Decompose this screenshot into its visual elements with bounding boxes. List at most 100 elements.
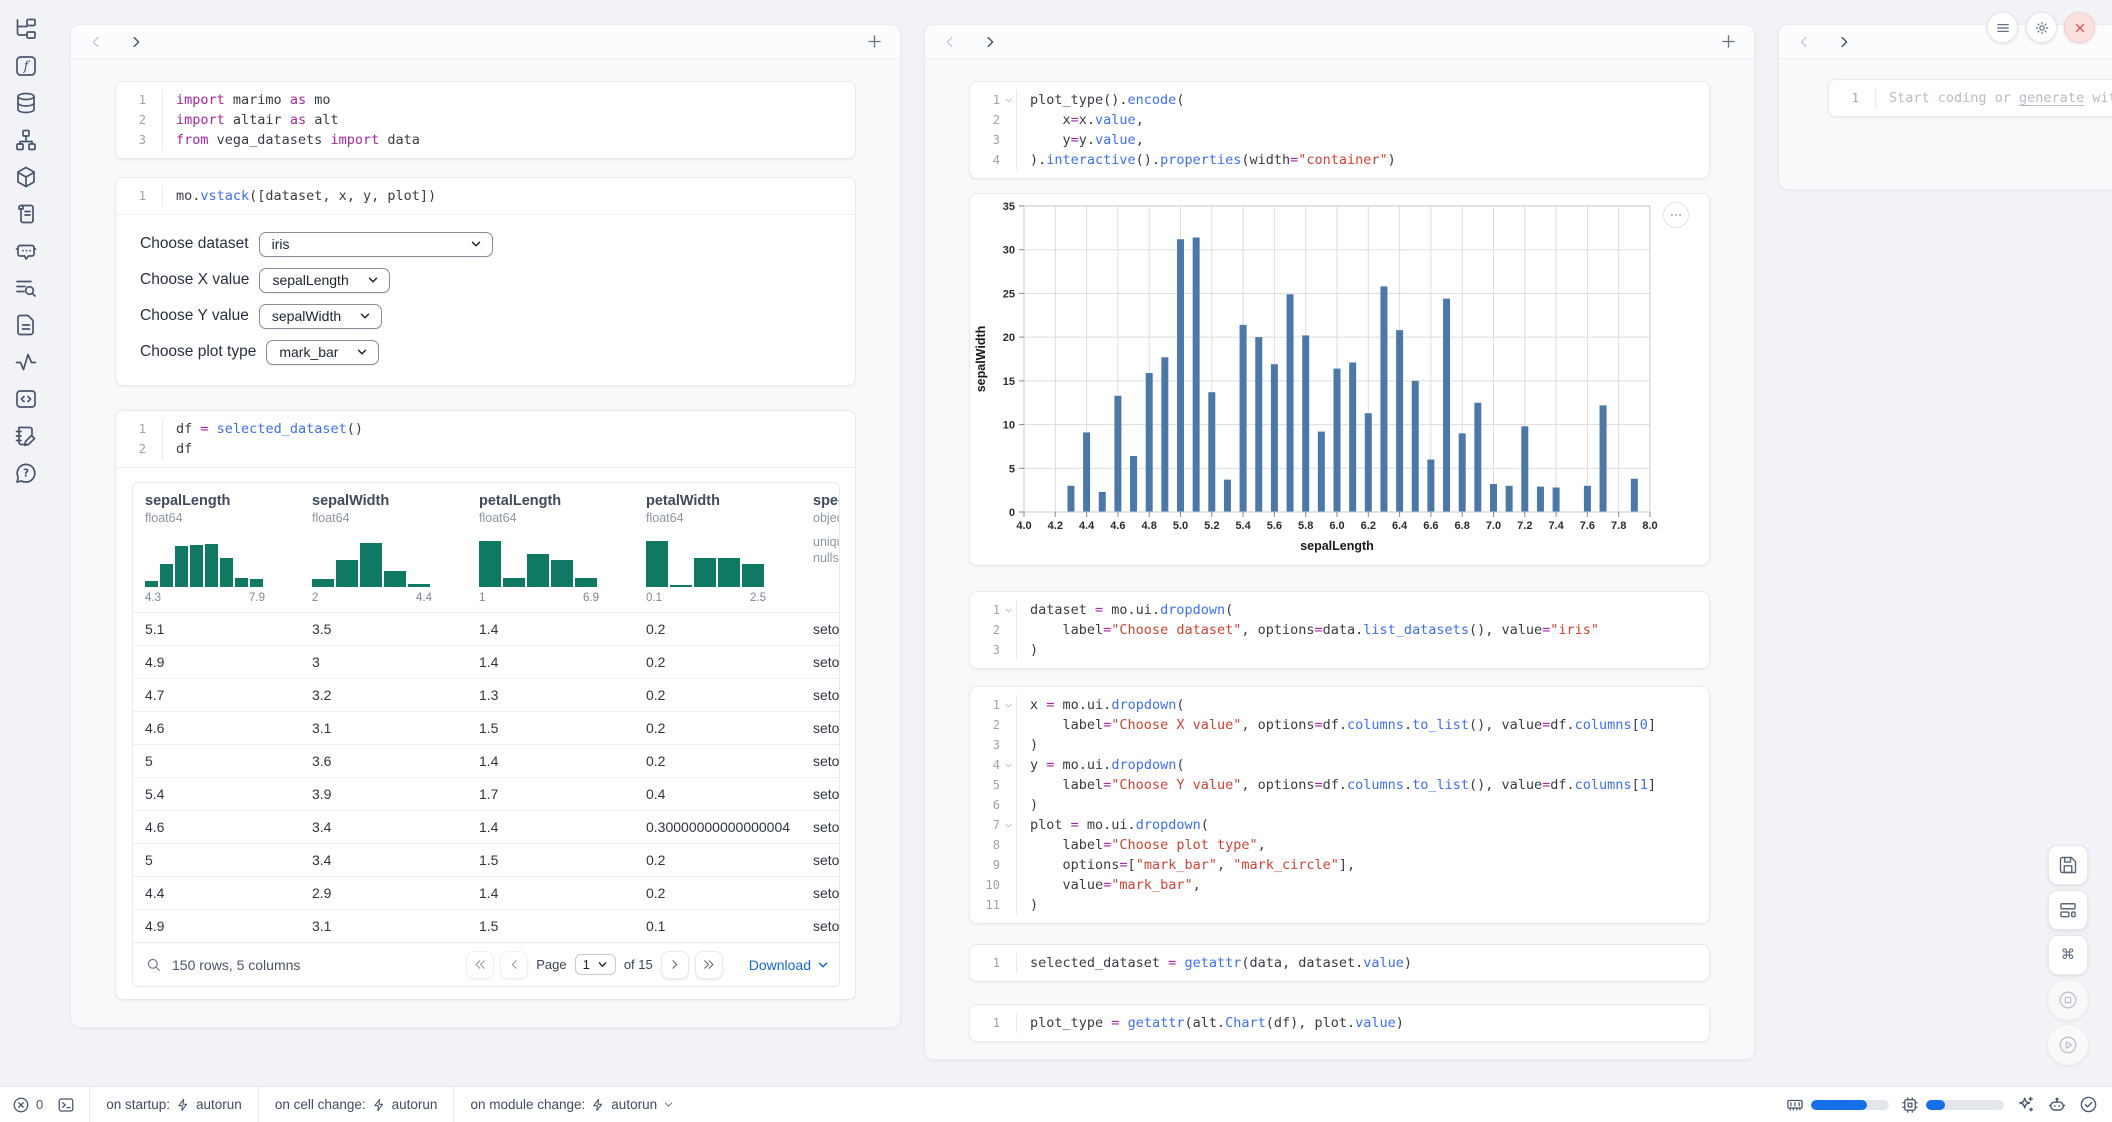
function-icon[interactable]: f <box>14 54 38 78</box>
notebook-menu-button[interactable] <box>1987 12 2018 43</box>
empty-code-editor[interactable]: 1 Start coding or generate with <box>1829 80 2112 116</box>
first-page-button[interactable] <box>466 951 494 979</box>
chevron-right-icon <box>667 957 682 972</box>
stop-button[interactable] <box>2048 980 2088 1020</box>
code-editor-plot-type[interactable]: 1plot_type = getattr(alt.Chart(df), plot… <box>970 1005 1709 1041</box>
table-cell: setosa <box>801 654 839 670</box>
dropdown-select[interactable]: mark_bar <box>266 340 379 365</box>
altair-bar-chart[interactable]: 4.04.24.44.64.85.05.25.45.65.86.06.26.46… <box>970 194 1710 565</box>
document-icon[interactable] <box>14 313 38 337</box>
connection-status-icon[interactable] <box>2079 1095 2098 1114</box>
code-editor-plot[interactable]: 1plot_type().encode(2 x=x.value,3 y=y.va… <box>970 82 1709 178</box>
page-select[interactable]: 1 <box>575 954 616 975</box>
table-row[interactable]: 53.61.40.2setosa <box>133 744 839 777</box>
cell-dataset-dropdown: 1dataset = mo.ui.dropdown(2 label="Choos… <box>969 591 1710 669</box>
activity-icon[interactable] <box>14 350 38 374</box>
chat-bot-icon[interactable] <box>14 239 38 263</box>
package-icon[interactable] <box>14 165 38 189</box>
dropdown-select[interactable]: sepalLength <box>259 268 389 293</box>
table-footer: 150 rows, 5 columns Page 1 of 15 Downloa… <box>133 942 839 986</box>
run-button[interactable] <box>2048 1025 2088 1065</box>
errors-indicator-icon[interactable] <box>12 1096 30 1114</box>
column-header[interactable]: petalWidthfloat640.12.5 <box>634 483 801 612</box>
settings-button[interactable] <box>2026 12 2057 43</box>
scroll-icon[interactable] <box>14 202 38 226</box>
table-cell: 0.2 <box>634 852 801 868</box>
database-icon[interactable] <box>14 91 38 115</box>
table-row[interactable]: 4.931.40.2setosa <box>133 645 839 678</box>
dropdown-select[interactable]: iris <box>259 232 493 257</box>
stop-icon <box>2058 990 2078 1010</box>
terminal-icon[interactable] <box>57 1096 75 1114</box>
notebook-pen-icon[interactable] <box>14 424 38 448</box>
code-block-icon[interactable] <box>14 387 38 411</box>
table-row[interactable]: 4.63.11.50.2setosa <box>133 711 839 744</box>
command-palette-button[interactable]: ⌘ <box>2048 935 2088 975</box>
activity-sidebar: f? <box>0 0 52 485</box>
table-header-row: sepalLengthfloat644.37.9sepalWidthfloat6… <box>133 483 839 612</box>
column-header[interactable]: petalLengthfloat6416.9 <box>467 483 634 612</box>
download-button[interactable]: Download <box>749 957 829 973</box>
chevron-down-icon <box>597 959 608 970</box>
code-editor-xyplot[interactable]: 1x = mo.ui.dropdown(2 label="Choose X va… <box>970 687 1709 923</box>
table-row[interactable]: 4.42.91.40.2setosa <box>133 876 839 909</box>
column-move-left-icon[interactable] <box>1795 33 1813 51</box>
svg-text:5: 5 <box>1009 463 1015 475</box>
svg-text:7.0: 7.0 <box>1486 520 1501 532</box>
autorun-setting[interactable]: on startup:autorun <box>90 1087 258 1122</box>
code-editor-dataframe[interactable]: 1df = selected_dataset()2df <box>116 411 855 467</box>
code-editor-vstack[interactable]: 1mo.vstack([dataset, x, y, plot]) <box>116 178 855 214</box>
table-row[interactable]: 5.13.51.40.2setosa <box>133 612 839 645</box>
prev-page-button[interactable] <box>500 951 528 979</box>
last-page-button[interactable] <box>695 951 723 979</box>
control-label: Choose X value <box>140 271 249 289</box>
next-page-button[interactable] <box>661 951 689 979</box>
table-cell: 3.1 <box>300 918 467 934</box>
autorun-setting[interactable]: on cell change:autorun <box>259 1087 454 1122</box>
column-histogram <box>312 535 432 587</box>
table-row[interactable]: 4.63.41.40.30000000000000004setosa <box>133 810 839 843</box>
chart-menu-button[interactable] <box>1663 202 1689 228</box>
search-list-icon[interactable] <box>14 276 38 300</box>
chevron-down-icon <box>356 346 368 358</box>
column-header[interactable]: sepalLengthfloat644.37.9 <box>133 483 300 612</box>
generate-link[interactable]: generate <box>2019 90 2084 106</box>
search-icon[interactable] <box>145 956 162 973</box>
hierarchy-icon[interactable] <box>14 128 38 152</box>
zap-icon <box>372 1098 386 1112</box>
column-move-right-icon[interactable] <box>1835 33 1853 51</box>
save-button[interactable] <box>2048 845 2088 885</box>
column-header[interactable]: speciesobjectunique:nulls: <box>801 483 839 612</box>
ai-sparkles-icon[interactable] <box>2016 1095 2035 1114</box>
shutdown-button[interactable] <box>2064 12 2095 43</box>
code-editor-dataset[interactable]: 1dataset = mo.ui.dropdown(2 label="Choos… <box>970 592 1709 668</box>
autorun-setting[interactable]: on module change:autorun <box>454 1087 690 1122</box>
table-row[interactable]: 53.41.50.2setosa <box>133 843 839 876</box>
help-circle-icon[interactable]: ? <box>14 461 38 485</box>
table-row[interactable]: 5.43.91.70.4setosa <box>133 777 839 810</box>
column-move-right-icon[interactable] <box>127 33 145 51</box>
table-cell: 4.9 <box>133 654 300 670</box>
add-column-icon[interactable] <box>1719 32 1738 51</box>
table-row[interactable]: 4.93.11.50.1setosa <box>133 909 839 942</box>
column-header[interactable]: sepalWidthfloat6424.4 <box>300 483 467 612</box>
code-editor-selected-dataset[interactable]: 1selected_dataset = getattr(data, datase… <box>970 945 1709 981</box>
file-tree-icon[interactable] <box>14 17 38 41</box>
ram-usage-bar <box>1811 1100 1889 1110</box>
svg-text:5.0: 5.0 <box>1173 520 1188 532</box>
row-summary: 150 rows, 5 columns <box>172 957 300 973</box>
save-icon <box>2058 855 2078 875</box>
column-move-left-icon[interactable] <box>87 33 105 51</box>
svg-text:5.4: 5.4 <box>1235 520 1251 532</box>
dropdown-select[interactable]: sepalWidth <box>259 304 382 329</box>
layout-button[interactable] <box>2048 890 2088 930</box>
editor-placeholder: Start coding or generate with <box>1875 88 2112 108</box>
add-column-icon[interactable] <box>865 32 884 51</box>
column-move-left-icon[interactable] <box>941 33 959 51</box>
table-row[interactable]: 4.73.21.30.2setosa <box>133 678 839 711</box>
copilot-bot-icon[interactable] <box>2047 1095 2067 1115</box>
column-move-right-icon[interactable] <box>981 33 999 51</box>
code-editor-imports[interactable]: 1import marimo as mo2import altair as al… <box>116 82 855 158</box>
zap-icon <box>591 1098 605 1112</box>
cell-xy-plot-dropdowns: 1x = mo.ui.dropdown(2 label="Choose X va… <box>969 686 1710 924</box>
